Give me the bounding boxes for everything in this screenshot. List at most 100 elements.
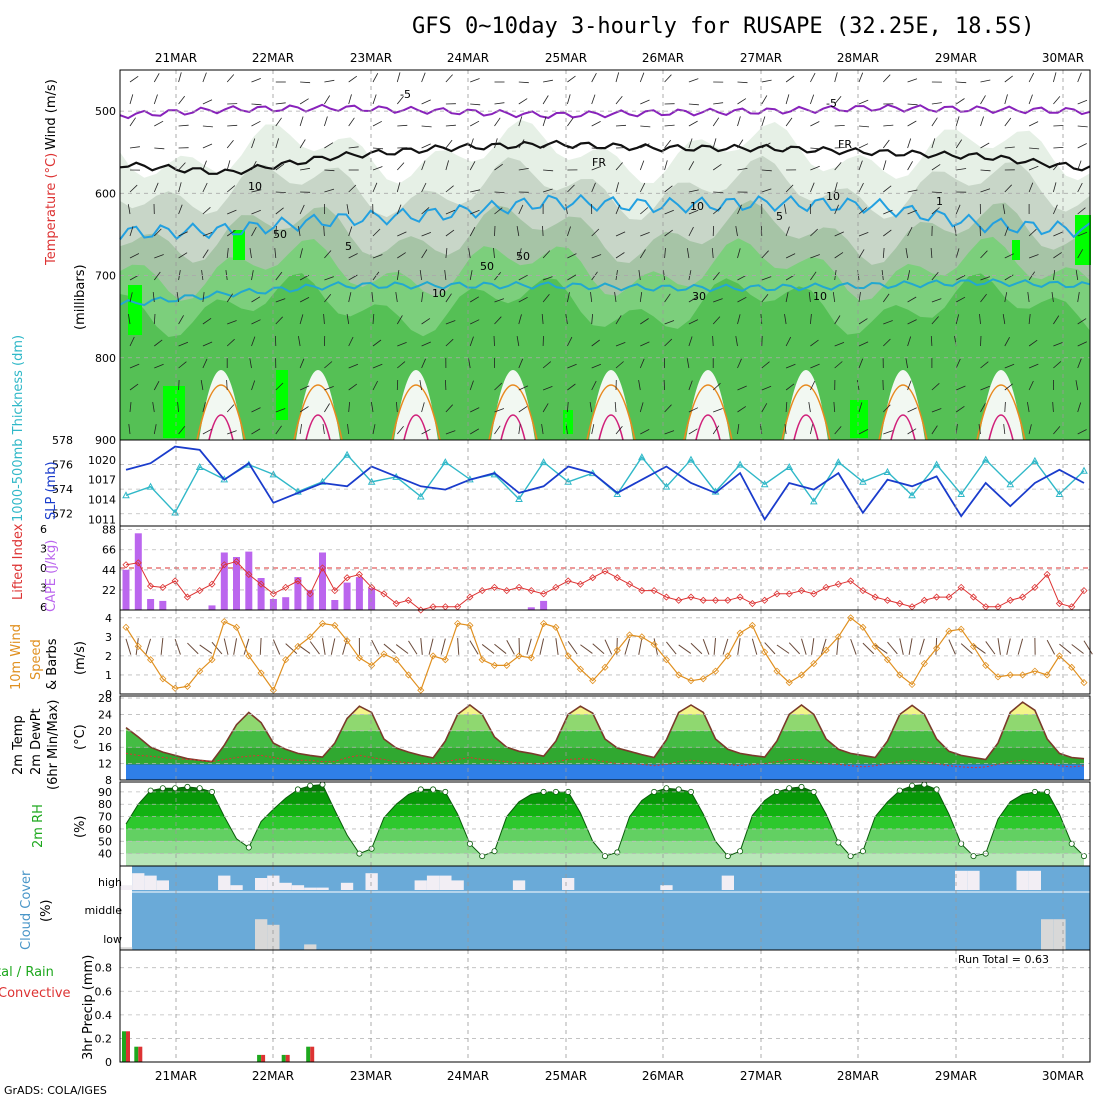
wind-barb — [1053, 315, 1060, 325]
wind-barb — [590, 292, 593, 303]
wind-barb — [956, 168, 967, 171]
cloud-high-clear — [316, 887, 329, 890]
wind-barb — [518, 385, 529, 391]
wind-barb — [784, 314, 787, 325]
wind10-barb — [801, 638, 807, 655]
wind-speed-point — [294, 642, 302, 650]
wind-barb — [324, 276, 334, 281]
wind-barb — [858, 318, 868, 325]
wind-barb — [421, 341, 431, 347]
wind-barb — [761, 142, 771, 149]
wind-barb — [324, 116, 328, 127]
wind-barb — [129, 253, 140, 259]
rh-point — [614, 849, 621, 856]
wind-barb — [129, 94, 134, 105]
wind-barb — [202, 428, 212, 435]
li-point — [785, 590, 793, 598]
wind-barb — [396, 425, 404, 435]
li-point — [146, 582, 155, 590]
wind-barb — [761, 361, 770, 369]
wind-barb — [638, 380, 641, 391]
wind-barb — [1028, 424, 1032, 435]
wind-barb — [176, 292, 179, 303]
wind10-barb — [624, 638, 631, 655]
wind10-barb — [233, 638, 238, 655]
wind-barb — [494, 117, 501, 127]
li-point — [675, 596, 683, 604]
wind-barb — [202, 99, 213, 105]
wind10-barb — [243, 638, 250, 655]
li-point — [368, 583, 376, 591]
thickness-point — [367, 477, 376, 485]
wind-barb — [348, 117, 355, 127]
wind-barb — [299, 424, 302, 435]
rh-point — [466, 840, 473, 847]
thickness-point — [539, 458, 548, 466]
wind-barb — [202, 249, 209, 259]
wind-tick: 4 — [105, 612, 112, 625]
wind-barb — [567, 75, 576, 83]
wind-barb — [275, 425, 282, 435]
wind-barb — [470, 120, 480, 127]
run-total: Run Total = 0.63 — [958, 953, 1049, 966]
wind10-barb — [713, 638, 717, 655]
wind10-barb — [948, 639, 956, 655]
rh-point — [368, 845, 375, 852]
wind-barb — [614, 292, 617, 303]
wind-barb — [469, 336, 474, 347]
wind-barb — [372, 182, 378, 193]
li-point — [896, 599, 904, 608]
cloud-high-clear — [562, 878, 575, 890]
wind-speed-point — [613, 646, 621, 654]
wind-speed-point — [282, 656, 290, 664]
wind10-barb — [702, 639, 710, 655]
wind-barb — [494, 316, 502, 325]
temp-contour-hot — [500, 414, 526, 441]
rh-tick: 40 — [98, 848, 112, 861]
cloud-background — [132, 866, 1090, 950]
wind-barb — [980, 95, 986, 105]
wind-barb — [300, 167, 310, 171]
wind10-barb — [722, 638, 729, 655]
daytime-mixing-bump — [979, 370, 1023, 440]
wind-barb — [129, 226, 134, 237]
wind-barb — [1003, 424, 1006, 435]
wind-barb — [882, 160, 887, 171]
wind-barb — [905, 358, 908, 369]
wind-speed-point — [1031, 667, 1039, 675]
temp-contour-hot — [988, 414, 1014, 441]
wind-barb — [761, 403, 768, 413]
label-cloud-unit: (%) — [39, 900, 54, 923]
wind-speed-point — [380, 650, 388, 658]
wind-barb — [737, 116, 741, 127]
temp-dewpt-panel: 8 12 16 20 24 28 — [98, 692, 1091, 787]
wind-barb — [251, 103, 262, 106]
thickness-point — [1055, 490, 1064, 498]
wind-barb — [153, 313, 156, 325]
wind-barb — [251, 78, 261, 83]
wind-barb — [979, 313, 981, 325]
wind-barb — [372, 147, 384, 150]
wind-barb — [299, 116, 304, 127]
wind-barb — [371, 402, 374, 413]
wind-barb — [591, 339, 600, 347]
wind-barb — [883, 430, 893, 435]
wind-barb — [615, 361, 624, 369]
wind-barb — [542, 188, 553, 193]
li-point — [797, 587, 806, 595]
wind-barb — [688, 428, 698, 435]
wind10-barb — [1017, 638, 1024, 655]
wind-barb — [299, 204, 305, 215]
wind-barb — [956, 81, 967, 84]
thickness-point — [564, 477, 572, 485]
wind10-barb — [506, 640, 515, 655]
wind-barb — [542, 386, 553, 391]
wind-barb — [275, 225, 277, 237]
rh-point — [737, 848, 744, 855]
wind-barb — [737, 81, 748, 84]
wind-speed-point — [1019, 671, 1027, 679]
wind-barb — [713, 191, 724, 193]
precip-total-bar — [306, 1046, 311, 1062]
cloud-high-clear — [1016, 870, 1029, 890]
wind-barb — [275, 138, 279, 149]
